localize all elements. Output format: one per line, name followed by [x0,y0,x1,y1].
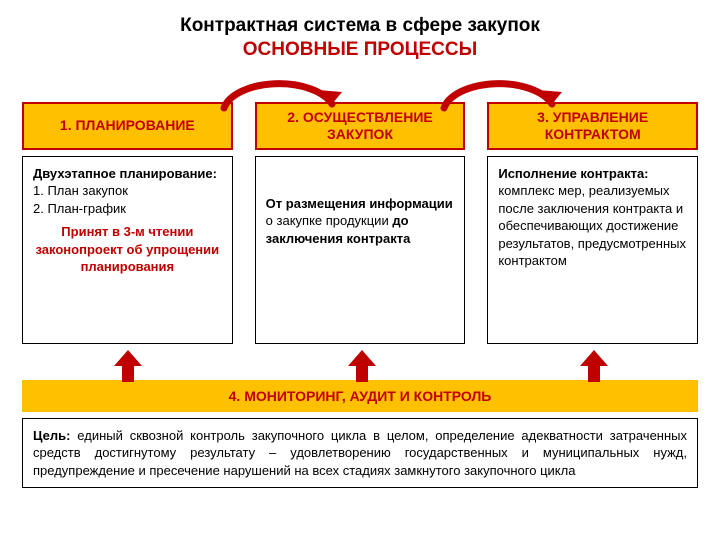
column-1: 1. ПЛАНИРОВАНИЕ Двухэтапное планирование… [22,102,233,344]
column-3-body: Исполнение контракта: комплекс мер, реал… [487,156,698,344]
bottom-body-bold: Цель: [33,428,70,443]
columns-row: 1. ПЛАНИРОВАНИЕ Двухэтапное планирование… [0,102,720,344]
curved-arrows-row [0,68,720,114]
column-2-body-bold: От размещения информации [266,196,453,211]
up-arrows-row [0,352,720,388]
bottom-body: Цель: единый сквозной контроль закупочно… [22,418,698,489]
column-2: 2. ОСУЩЕСТВЛЕНИЕ ЗАКУПОК От размещения и… [255,102,466,344]
column-1-body-text: 1. План закупок 2. План-график [33,183,128,216]
column-3: 3. УПРАВЛЕНИЕ КОНТРАКТОМ Исполнение конт… [487,102,698,344]
column-2-body: От размещения информации о закупке проду… [255,156,466,344]
title-line-2: ОСНОВНЫЕ ПРОЦЕССЫ [0,38,720,62]
bottom-body-text: единый сквозной контроль закупочного цик… [33,428,687,478]
title-block: Контрактная система в сфере закупок ОСНО… [0,0,720,62]
curved-arrow-1 [210,68,350,108]
bottom-area: 4. МОНИТОРИНГ, АУДИТ И КОНТРОЛЬ Цель: ед… [0,380,720,489]
column-1-note: Принят в 3-м чтении законопроект об упро… [33,223,222,276]
column-1-body-bold: Двухэтапное планирование: [33,166,217,181]
curved-arrow-2 [430,68,570,108]
column-1-body: Двухэтапное планирование: 1. План закупо… [22,156,233,344]
column-2-body-text: о закупке продукции [266,213,389,228]
column-3-body-bold: Исполнение контракта: [498,166,648,181]
title-line-1: Контрактная система в сфере закупок [0,14,720,38]
column-3-body-text: комплекс мер, реализуемых после заключен… [498,183,686,268]
